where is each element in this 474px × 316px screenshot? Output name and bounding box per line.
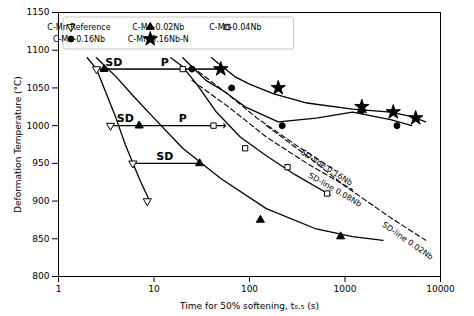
svg-text:Deformation Temperature (°C): Deformation Temperature (°C) xyxy=(13,76,23,213)
svg-text:P: P xyxy=(161,56,169,69)
svg-text:1: 1 xyxy=(56,284,62,294)
svg-text:C-Mn Reference: C-Mn Reference xyxy=(47,23,110,32)
svg-text:800: 800 xyxy=(32,271,49,281)
svg-text:SD-line 0.08Nb: SD-line 0.08Nb xyxy=(307,171,363,209)
svg-text:1000: 1000 xyxy=(27,121,50,131)
svg-text:C-Mn-0.16Nb: C-Mn-0.16Nb xyxy=(53,35,105,44)
svg-text:1000: 1000 xyxy=(334,284,357,294)
svg-text:10000: 10000 xyxy=(426,284,455,294)
svg-text:SD: SD xyxy=(117,112,134,125)
svg-text:850: 850 xyxy=(32,234,49,244)
svg-text:1150: 1150 xyxy=(27,7,50,17)
svg-text:C-Mn-0.04Nb: C-Mn-0.04Nb xyxy=(209,23,261,32)
svg-text:10: 10 xyxy=(148,284,160,294)
svg-text:100: 100 xyxy=(241,284,258,294)
svg-text:C-Mn-0.16Nb-N: C-Mn-0.16Nb-N xyxy=(128,35,189,44)
svg-text:900: 900 xyxy=(32,196,49,206)
svg-text:SD-line 0.16Nb: SD-line 0.16Nb xyxy=(299,147,355,188)
svg-text:1050: 1050 xyxy=(27,83,50,93)
svg-text:SD: SD xyxy=(156,150,173,163)
svg-text:950: 950 xyxy=(32,158,49,168)
svg-text:SD: SD xyxy=(105,56,122,69)
svg-text:Time for 50% softening, t₀.₅ (: Time for 50% softening, t₀.₅ (s) xyxy=(179,301,319,311)
svg-text:1100: 1100 xyxy=(27,45,50,55)
svg-text:C-Mn-0.02Nb: C-Mn-0.02Nb xyxy=(132,23,184,32)
svg-text:P: P xyxy=(179,112,187,125)
svg-text:SD-line 0.02Nb: SD-line 0.02Nb xyxy=(380,220,434,262)
